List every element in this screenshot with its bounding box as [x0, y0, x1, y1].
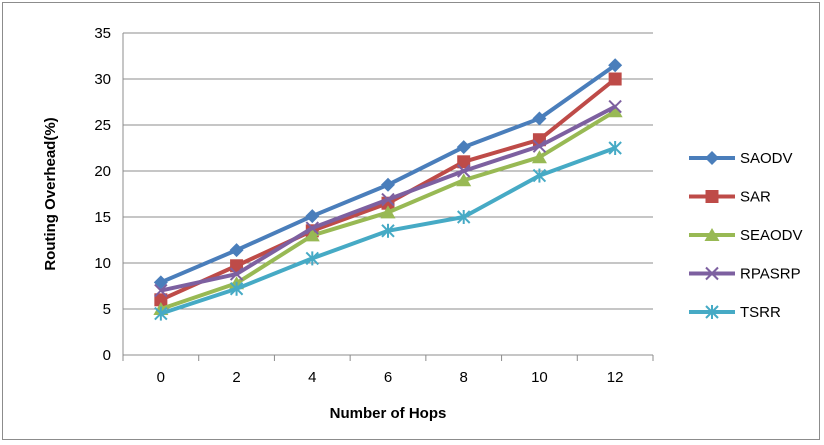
line-chart: 0 5 10 15 20 25 30 35 0 2 4 6 8 10 12 Number of Hops Rou…: [3, 3, 821, 441]
data-point: [154, 275, 168, 289]
x-tick-label: 10: [531, 369, 548, 386]
legend-label: TSRR: [740, 304, 781, 321]
x-tick-label: 6: [384, 369, 392, 386]
gridlines: [123, 33, 653, 355]
data-point: [381, 178, 395, 192]
legend-item: SAODV: [689, 150, 793, 167]
data-point: [305, 209, 319, 223]
legend-item: SEAODV: [689, 227, 803, 244]
x-tick-label: 2: [232, 369, 240, 386]
legend-marker: [706, 190, 719, 203]
legend-item: SAR: [689, 189, 771, 206]
legend: SAODV SAR SEAODV RPASRP TSRR: [689, 150, 803, 321]
legend-marker: [705, 151, 719, 165]
y-tick-label: 10: [94, 255, 111, 272]
legend-label: SAODV: [740, 150, 793, 167]
data-point: [230, 243, 244, 257]
y-tick-label: 15: [94, 209, 111, 226]
y-tick-label: 35: [94, 25, 111, 42]
x-tick-label: 12: [607, 369, 624, 386]
series-saodv: [154, 58, 622, 289]
data-point: [609, 73, 622, 86]
x-tick-label: 0: [157, 369, 165, 386]
y-axis-title: Routing Overhead(%): [42, 117, 59, 270]
legend-item: RPASRP: [689, 266, 801, 283]
data-point: [457, 140, 471, 154]
y-tick-label: 30: [94, 71, 111, 88]
y-tick-label: 0: [103, 347, 111, 364]
x-tick-label: 4: [308, 369, 316, 386]
x-axis-title: Number of Hops: [330, 405, 447, 422]
y-tick-label: 20: [94, 163, 111, 180]
series-seaodv: [153, 104, 622, 315]
legend-item: TSRR: [689, 304, 781, 321]
legend-label: RPASRP: [740, 266, 801, 283]
legend-label: SAR: [740, 189, 771, 206]
series-tsrr: [155, 141, 621, 321]
y-tick-label: 25: [94, 117, 111, 134]
chart-frame: 0 5 10 15 20 25 30 35 0 2 4 6 8 10 12 Number of Hops Rou…: [2, 2, 820, 440]
y-tick-label: 5: [103, 301, 111, 318]
x-tick-label: 8: [460, 369, 468, 386]
legend-label: SEAODV: [740, 227, 803, 244]
